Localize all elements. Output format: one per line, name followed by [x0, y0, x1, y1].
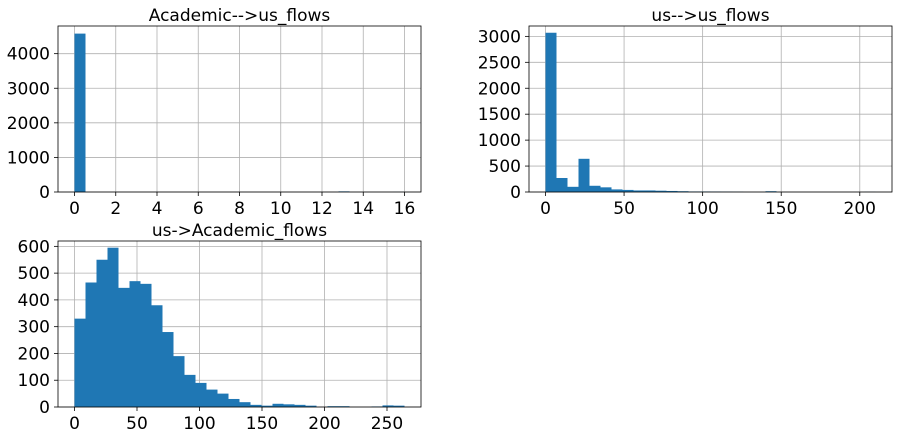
x-tick-label: 14: [352, 199, 374, 219]
x-tick-label: 0: [540, 199, 551, 219]
histogram-bar: [294, 404, 306, 407]
axes-frame: [57, 240, 422, 408]
histogram-bar: [140, 283, 152, 407]
chart-title: Academic-->us_flows: [149, 6, 331, 26]
x-tick-label: 0: [69, 414, 80, 434]
y-tick-label: 4000: [7, 45, 50, 65]
x-tick-label: 6: [193, 199, 204, 219]
y-tick-label: 200: [18, 344, 50, 364]
x-tick-label: 12: [311, 199, 333, 219]
x-tick-label: 2: [110, 199, 121, 219]
x-tick-label: 250: [371, 414, 403, 434]
y-tick-label: 2500: [478, 53, 521, 73]
histogram-bar: [162, 332, 174, 407]
x-tick-label: 10: [270, 199, 292, 219]
x-tick-label: 100: [183, 414, 215, 434]
histogram-bar: [578, 158, 590, 192]
histogram-bar: [195, 382, 207, 407]
histogram-bar: [589, 185, 601, 192]
y-tick-label: 300: [18, 318, 50, 338]
histogram-bar: [545, 32, 557, 193]
histogram-bar: [622, 189, 634, 192]
histogram-academic-to-us: 0 2 4 6 8 10 12 14 16 0 1000 2000 3000 4000 Academic--…: [7, 6, 422, 219]
y-tick-label: 0: [39, 398, 50, 418]
y-tick-label: 1000: [478, 131, 521, 151]
histogram-bar: [184, 374, 196, 407]
histogram-bar: [250, 404, 262, 407]
histogram-bar: [338, 406, 350, 407]
y-tick-label: 1500: [478, 105, 521, 125]
histogram-bar: [85, 282, 97, 407]
histogram-bar: [567, 186, 579, 192]
histogram-bar: [272, 403, 284, 407]
histogram-bar: [206, 389, 218, 407]
histogram-bar: [151, 305, 163, 407]
y-tick-label: 2000: [478, 79, 521, 99]
histogram-bar: [173, 356, 185, 407]
histogram-bar: [305, 405, 317, 407]
x-tick-label: 16: [394, 199, 416, 219]
x-tick-label: 8: [234, 199, 245, 219]
x-tick-label: 100: [686, 199, 718, 219]
chart-title: us-->us_flows: [651, 6, 769, 26]
histogram-bar: [611, 189, 623, 192]
histogram-bar: [261, 405, 273, 407]
histogram-bar: [600, 187, 612, 192]
x-tick-label: 150: [246, 414, 278, 434]
histogram-bar: [393, 405, 405, 407]
x-tick-label: 4: [152, 199, 163, 219]
x-tick-label: 150: [765, 199, 797, 219]
histogram-bar: [655, 190, 667, 192]
histogram-bar: [217, 393, 229, 407]
histogram-bar: [96, 259, 108, 407]
histogram-bar: [228, 398, 240, 407]
histogram-bar: [239, 402, 251, 407]
histogram-bar: [382, 405, 394, 407]
x-tick-label: 200: [844, 199, 876, 219]
histogram-us-to-us: 0 50 100 150 200050010001500200025003000us--…: [478, 6, 893, 219]
y-tick-label: 3000: [478, 27, 521, 47]
x-tick-label: 200: [308, 414, 340, 434]
histogram-bar: [283, 404, 295, 407]
y-tick-label: 100: [18, 371, 50, 391]
x-tick-label: 50: [126, 414, 148, 434]
histogram-us-to-academic: 0 50 100 150 200 250 0 100 200 300 400 500 600 us->Ac…: [18, 221, 422, 434]
histogram-bar: [666, 190, 678, 192]
histogram-bar: [556, 177, 568, 192]
histogram-bar: [118, 287, 130, 407]
y-tick-label: 400: [18, 291, 50, 311]
y-tick-label: 3000: [7, 79, 50, 99]
histogram-bar: [633, 190, 645, 192]
y-tick-label: 0: [39, 183, 50, 203]
y-tick-label: 1000: [7, 148, 50, 168]
y-tick-label: 500: [18, 264, 50, 284]
histogram-bar: [74, 33, 86, 192]
y-tick-label: 2000: [7, 114, 50, 134]
x-tick-label: 50: [613, 199, 635, 219]
histogram-bar: [74, 318, 86, 407]
x-tick-label: 0: [69, 199, 80, 219]
histogram-bar: [644, 190, 656, 192]
chart-title: us->Academic_flows: [152, 221, 327, 241]
axes-frame: [528, 25, 893, 193]
y-tick-label: 0: [510, 183, 521, 203]
histogram-bar: [327, 406, 339, 407]
y-tick-label: 500: [489, 157, 521, 177]
y-tick-label: 600: [18, 237, 50, 257]
histogram-bar: [107, 247, 119, 407]
histogram-bar: [129, 281, 141, 407]
